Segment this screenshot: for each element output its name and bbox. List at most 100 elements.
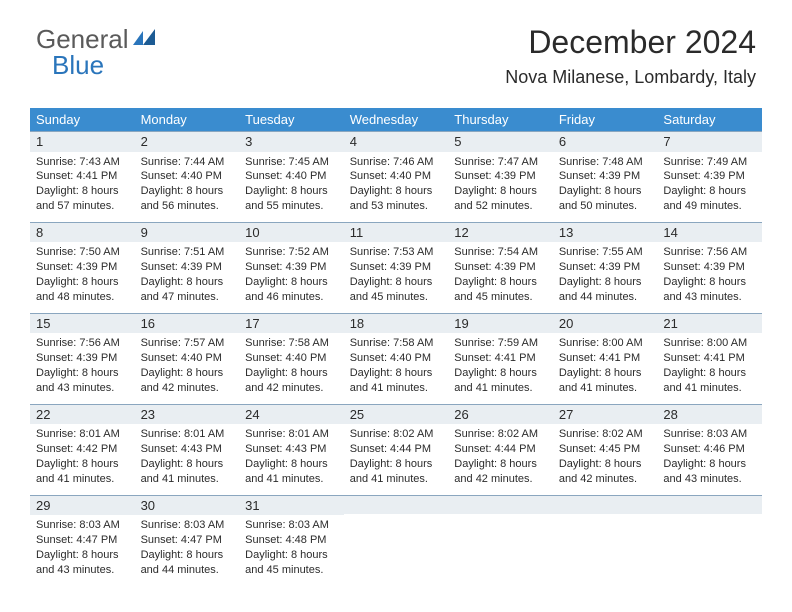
day-text: Daylight: 8 hours and 55 minutes.	[245, 184, 338, 214]
day-text: Daylight: 8 hours and 42 minutes.	[141, 366, 234, 396]
day-number: 12	[448, 223, 553, 243]
calendar-cell: 1Sunrise: 7:43 AMSunset: 4:41 PMDaylight…	[30, 131, 135, 222]
sunset-text: Sunset: 4:40 PM	[350, 169, 443, 184]
sunset-text: Sunset: 4:39 PM	[663, 169, 756, 184]
sunrise-text: Sunrise: 8:03 AM	[663, 427, 756, 442]
calendar-cell: 22Sunrise: 8:01 AMSunset: 4:42 PMDayligh…	[30, 404, 135, 495]
sunset-text: Sunset: 4:39 PM	[36, 351, 129, 366]
sunrise-text: Sunrise: 7:49 AM	[663, 155, 756, 170]
calendar-cell: 24Sunrise: 8:01 AMSunset: 4:43 PMDayligh…	[239, 404, 344, 495]
day-text: Daylight: 8 hours and 43 minutes.	[663, 275, 756, 305]
sunset-text: Sunset: 4:39 PM	[36, 260, 129, 275]
calendar-cell: 29Sunrise: 8:03 AMSunset: 4:47 PMDayligh…	[30, 495, 135, 586]
day-number: 20	[553, 314, 658, 334]
day-number: 26	[448, 405, 553, 425]
sunrise-text: Sunrise: 7:56 AM	[663, 245, 756, 260]
day-number: 10	[239, 223, 344, 243]
location-subtitle: Nova Milanese, Lombardy, Italy	[505, 67, 756, 88]
day-number: 19	[448, 314, 553, 334]
calendar-cell-empty	[657, 495, 762, 586]
calendar-cell: 7Sunrise: 7:49 AMSunset: 4:39 PMDaylight…	[657, 131, 762, 222]
weekday-header: Tuesday	[239, 108, 344, 131]
calendar-cell: 19 Sunrise: 7:59 AMSunset: 4:41 PMDayligh…	[448, 313, 553, 404]
day-number: 21	[657, 314, 762, 334]
sunset-text: Sunset: 4:39 PM	[350, 260, 443, 275]
calendar-cell: 5 Sunrise: 7:47 AMSunset: 4:39 PMDaylight…	[448, 131, 553, 222]
calendar-cell: 21Sunrise: 8:00 AMSunset: 4:41 PMDayligh…	[657, 313, 762, 404]
calendar-cell: 10Sunrise: 7:52 AMSunset: 4:39 PMDayligh…	[239, 222, 344, 313]
calendar-cell: 30Sunrise: 8:03 AMSunset: 4:47 PMDayligh…	[135, 495, 240, 586]
sunrise-text: Sunrise: 7:47 AM	[454, 155, 547, 170]
day-text: Daylight: 8 hours and 41 minutes.	[350, 366, 443, 396]
calendar-cell: 25Sunrise: 8:02 AMSunset: 4:44 PMDayligh…	[344, 404, 449, 495]
calendar-cell: 27Sunrise: 8:02 AMSunset: 4:45 PMDayligh…	[553, 404, 658, 495]
day-text: Daylight: 8 hours and 45 minutes.	[454, 275, 547, 305]
day-number: 5	[448, 132, 553, 152]
day-text: Daylight: 8 hours and 44 minutes.	[141, 548, 234, 578]
sunset-text: Sunset: 4:40 PM	[350, 351, 443, 366]
sunrise-text: Sunrise: 7:52 AM	[245, 245, 338, 260]
day-text: Daylight: 8 hours and 57 minutes.	[36, 184, 129, 214]
empty-day-header	[553, 496, 658, 514]
sunset-text: Sunset: 4:40 PM	[245, 169, 338, 184]
day-text: Daylight: 8 hours and 52 minutes.	[454, 184, 547, 214]
calendar-cell: 2Sunrise: 7:44 AMSunset: 4:40 PMDaylight…	[135, 131, 240, 222]
sunrise-text: Sunrise: 7:59 AM	[454, 336, 547, 351]
day-number: 30	[135, 496, 240, 516]
day-number: 4	[344, 132, 449, 152]
day-text: Daylight: 8 hours and 48 minutes.	[36, 275, 129, 305]
day-text: Daylight: 8 hours and 45 minutes.	[350, 275, 443, 305]
calendar-cell: 28Sunrise: 8:03 AMSunset: 4:46 PMDayligh…	[657, 404, 762, 495]
brand-part2: Blue	[52, 50, 104, 81]
sunrise-text: Sunrise: 8:01 AM	[36, 427, 129, 442]
day-number: 16	[135, 314, 240, 334]
sunrise-text: Sunrise: 8:02 AM	[559, 427, 652, 442]
day-number: 31	[239, 496, 344, 516]
calendar-cell-empty	[448, 495, 553, 586]
sunrise-text: Sunrise: 7:43 AM	[36, 155, 129, 170]
sunrise-text: Sunrise: 7:44 AM	[141, 155, 234, 170]
day-text: Daylight: 8 hours and 46 minutes.	[245, 275, 338, 305]
empty-day-header	[657, 496, 762, 514]
calendar-page: General Blue December 2024 Nova Milanese…	[0, 0, 792, 612]
sunrise-text: Sunrise: 7:58 AM	[245, 336, 338, 351]
sunrise-text: Sunrise: 8:03 AM	[36, 518, 129, 533]
weekday-header: Thursday	[448, 108, 553, 131]
day-number: 15	[30, 314, 135, 334]
sunset-text: Sunset: 4:42 PM	[36, 442, 129, 457]
sunset-text: Sunset: 4:39 PM	[454, 260, 547, 275]
empty-day-header	[344, 496, 449, 514]
sunset-text: Sunset: 4:39 PM	[454, 169, 547, 184]
calendar-cell: 23Sunrise: 8:01 AMSunset: 4:43 PMDayligh…	[135, 404, 240, 495]
sunrise-text: Sunrise: 8:00 AM	[559, 336, 652, 351]
sunrise-text: Sunrise: 7:48 AM	[559, 155, 652, 170]
day-number: 29	[30, 496, 135, 516]
calendar-cell: 31Sunrise: 8:03 AMSunset: 4:48 PMDayligh…	[239, 495, 344, 586]
day-text: Daylight: 8 hours and 41 minutes.	[36, 457, 129, 487]
day-number: 9	[135, 223, 240, 243]
sunrise-text: Sunrise: 7:50 AM	[36, 245, 129, 260]
day-number: 2	[135, 132, 240, 152]
calendar-cell: 4Sunrise: 7:46 AMSunset: 4:40 PMDaylight…	[344, 131, 449, 222]
sunset-text: Sunset: 4:48 PM	[245, 533, 338, 548]
brand-mark-icon	[131, 23, 157, 54]
weekday-header: Friday	[553, 108, 658, 131]
calendar-cell: 3Sunrise: 7:45 AMSunset: 4:40 PMDaylight…	[239, 131, 344, 222]
day-text: Daylight: 8 hours and 41 minutes.	[663, 366, 756, 396]
calendar-cell: 11Sunrise: 7:53 AMSunset: 4:39 PMDayligh…	[344, 222, 449, 313]
sunrise-text: Sunrise: 7:51 AM	[141, 245, 234, 260]
sunset-text: Sunset: 4:41 PM	[454, 351, 547, 366]
page-title: December 2024	[505, 24, 756, 61]
day-number: 8	[30, 223, 135, 243]
calendar-cell: 15Sunrise: 7:56 AMSunset: 4:39 PMDayligh…	[30, 313, 135, 404]
empty-day-header	[448, 496, 553, 514]
sunset-text: Sunset: 4:39 PM	[663, 260, 756, 275]
day-number: 6	[553, 132, 658, 152]
weekday-header: Monday	[135, 108, 240, 131]
sunrise-text: Sunrise: 8:03 AM	[245, 518, 338, 533]
sunset-text: Sunset: 4:39 PM	[559, 169, 652, 184]
sunrise-text: Sunrise: 7:46 AM	[350, 155, 443, 170]
day-text: Daylight: 8 hours and 41 minutes.	[454, 366, 547, 396]
weekday-header: Sunday	[30, 108, 135, 131]
sunset-text: Sunset: 4:40 PM	[245, 351, 338, 366]
